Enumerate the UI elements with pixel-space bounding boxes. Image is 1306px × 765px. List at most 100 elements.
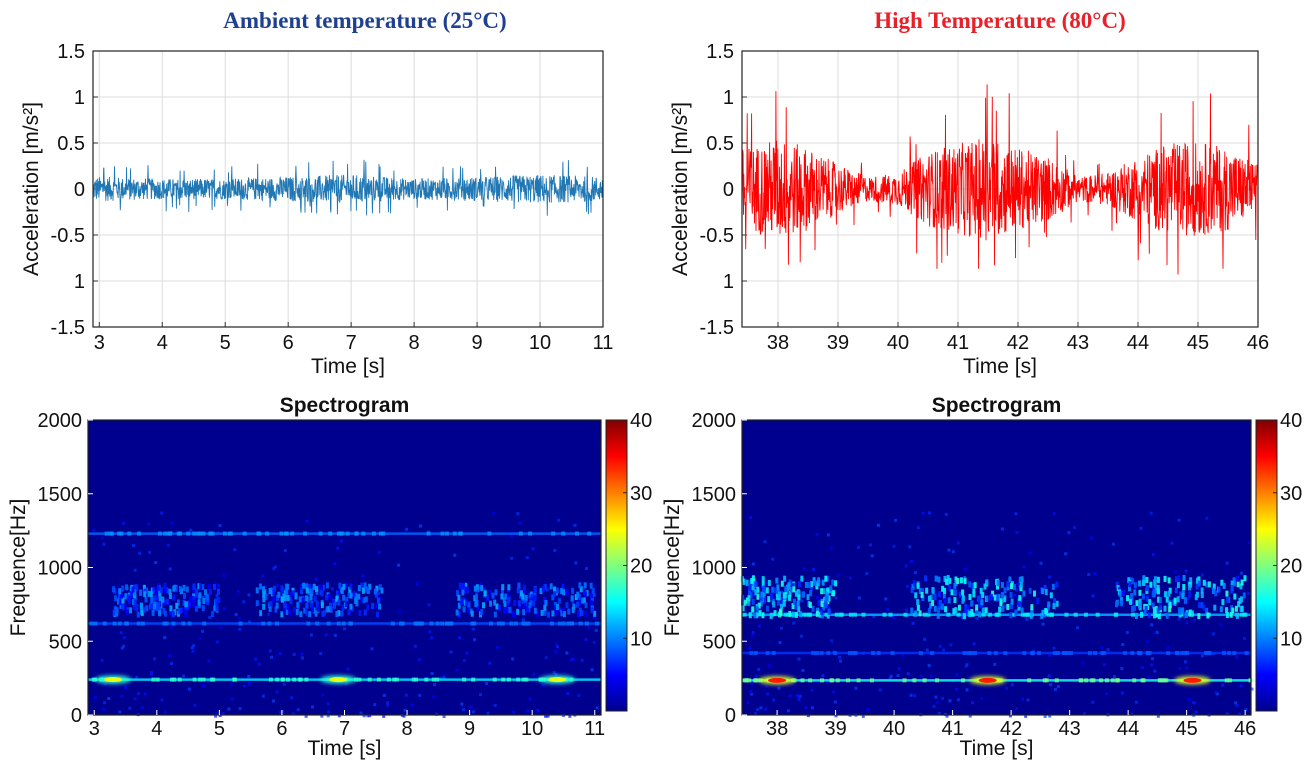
spectrogram-cell	[756, 708, 760, 712]
x-tick-label: 44	[1117, 718, 1139, 740]
spectrogram-cell	[417, 658, 421, 662]
spectrogram-cell	[822, 588, 826, 595]
spectrogram-cell	[1091, 678, 1096, 683]
spectrogram-cell	[1145, 651, 1150, 656]
y-axis-label: Frequence[Hz]	[661, 499, 684, 637]
hotspot	[548, 677, 567, 683]
spectrogram-cell	[184, 601, 188, 608]
spectrogram-cell	[1121, 643, 1125, 647]
spectrogram-cell	[555, 609, 559, 616]
spectrogram-cell	[496, 621, 501, 626]
spectrogram-cell	[834, 612, 839, 617]
spectrogram-cell	[247, 682, 251, 686]
y-tick-label: 1000	[692, 558, 737, 580]
spectrogram-cell	[1052, 603, 1056, 610]
spectrogram-cell	[1150, 663, 1154, 667]
spectrogram-cell	[280, 585, 284, 592]
spectrogram-cell	[993, 651, 998, 656]
spectrogram-cell	[386, 701, 390, 705]
spectrogram-cell	[975, 604, 979, 611]
spectrogram-cell	[1181, 607, 1185, 614]
spectrogram-cell	[344, 596, 348, 603]
spectrogram-cell	[215, 594, 219, 598]
spectrogram-cell	[808, 678, 813, 683]
x-axis-label: Time [s]	[311, 355, 385, 378]
spectrogram-cell	[526, 709, 530, 713]
spectrogram-cell	[936, 607, 940, 614]
spectrogram-cell	[149, 591, 153, 598]
spectrogram-cell	[549, 583, 553, 590]
spectrogram-cell	[283, 595, 287, 602]
spectrogram-cell	[467, 601, 471, 608]
spectrogram-cell	[820, 608, 824, 615]
spectrogram-cell	[140, 610, 144, 617]
spectrogram-cell	[777, 599, 781, 606]
spectrogram-cell	[1104, 678, 1109, 683]
x-tick-label: 46	[1234, 718, 1256, 740]
spectrogram-cell	[1181, 592, 1185, 599]
spectrogram-cell	[1093, 572, 1097, 576]
spectrogram-cell	[918, 610, 922, 617]
spectrogram-cell	[761, 576, 765, 583]
spectrogram-cell	[769, 613, 773, 620]
spectrogram-cell	[582, 588, 586, 595]
spectrogram-cell	[1018, 595, 1022, 602]
spectrogram-cell	[1240, 571, 1244, 575]
spectrogram-cell	[1041, 622, 1045, 626]
x-tick-label: 8	[409, 332, 420, 354]
spectrogram-cell	[444, 621, 449, 626]
spectrogram-cell	[963, 609, 967, 616]
spectrogram-cell	[115, 607, 119, 614]
spectrogram-cell	[308, 611, 312, 618]
spectrogram-cell	[773, 587, 777, 594]
spectrogram-cell	[751, 631, 755, 635]
spectrogram-cell	[201, 584, 205, 591]
spectrogram-cell	[777, 686, 781, 690]
spectrogram-cell	[142, 584, 146, 591]
spectrogram-cell	[1003, 604, 1007, 608]
spectrogram-cell	[455, 668, 459, 672]
spectrogram-cell	[750, 681, 754, 685]
spectrogram-cell	[517, 600, 521, 607]
spectrogram-cell	[834, 580, 838, 587]
spectrogram-cell	[765, 581, 769, 585]
spectrogram-cell	[173, 584, 177, 591]
spectrogram-cell	[1239, 684, 1243, 688]
spectrogram-cell	[818, 611, 822, 618]
spectrogram-cell	[238, 707, 242, 711]
spectrogram-cell	[227, 531, 232, 536]
spectrogram-cell	[953, 583, 957, 590]
spectrogram-cell	[1179, 591, 1183, 598]
spectrogram-cell	[747, 599, 751, 606]
spectrogram-cell	[524, 595, 528, 602]
spectrogram-cell	[122, 636, 126, 640]
spectrogram-cell	[143, 591, 147, 598]
spectrogram-cell	[1195, 583, 1199, 590]
spectrogram-cell	[1067, 531, 1071, 535]
spectrogram-cell	[1145, 640, 1149, 644]
spectrogram-cell	[560, 588, 564, 595]
spectrogram-cell	[1132, 678, 1137, 683]
spectrogram-cell	[1227, 678, 1232, 683]
spectrogram-cell	[565, 602, 569, 609]
spectrogram-cell	[981, 612, 986, 617]
spectrogram-cell	[257, 662, 261, 666]
spectrogram-cell	[525, 556, 529, 560]
spectrogram-cell	[175, 602, 179, 609]
high-temp-acceleration-plot: 1.510.50-0.51-1.538 39 40 41 42 43 44 45 46Time …	[669, 41, 1269, 378]
spectrogram-cell	[272, 567, 276, 571]
spectrogram-cell	[310, 588, 314, 595]
spectrogram-cell	[940, 603, 944, 610]
spectrogram-cell	[1032, 649, 1036, 653]
spectrogram-cell	[455, 590, 459, 597]
spectrogram-cell	[1115, 678, 1120, 683]
spectrogram-cell	[213, 605, 217, 612]
spectrogram-cell	[779, 608, 783, 615]
spectrogram-cell	[1185, 621, 1189, 625]
spectrogram-cell	[1240, 579, 1244, 586]
spectrogram-cell	[775, 577, 779, 584]
spectrogram-cell	[122, 604, 126, 611]
spectrogram-cell	[815, 596, 819, 600]
spectrogram-cell	[804, 581, 808, 588]
